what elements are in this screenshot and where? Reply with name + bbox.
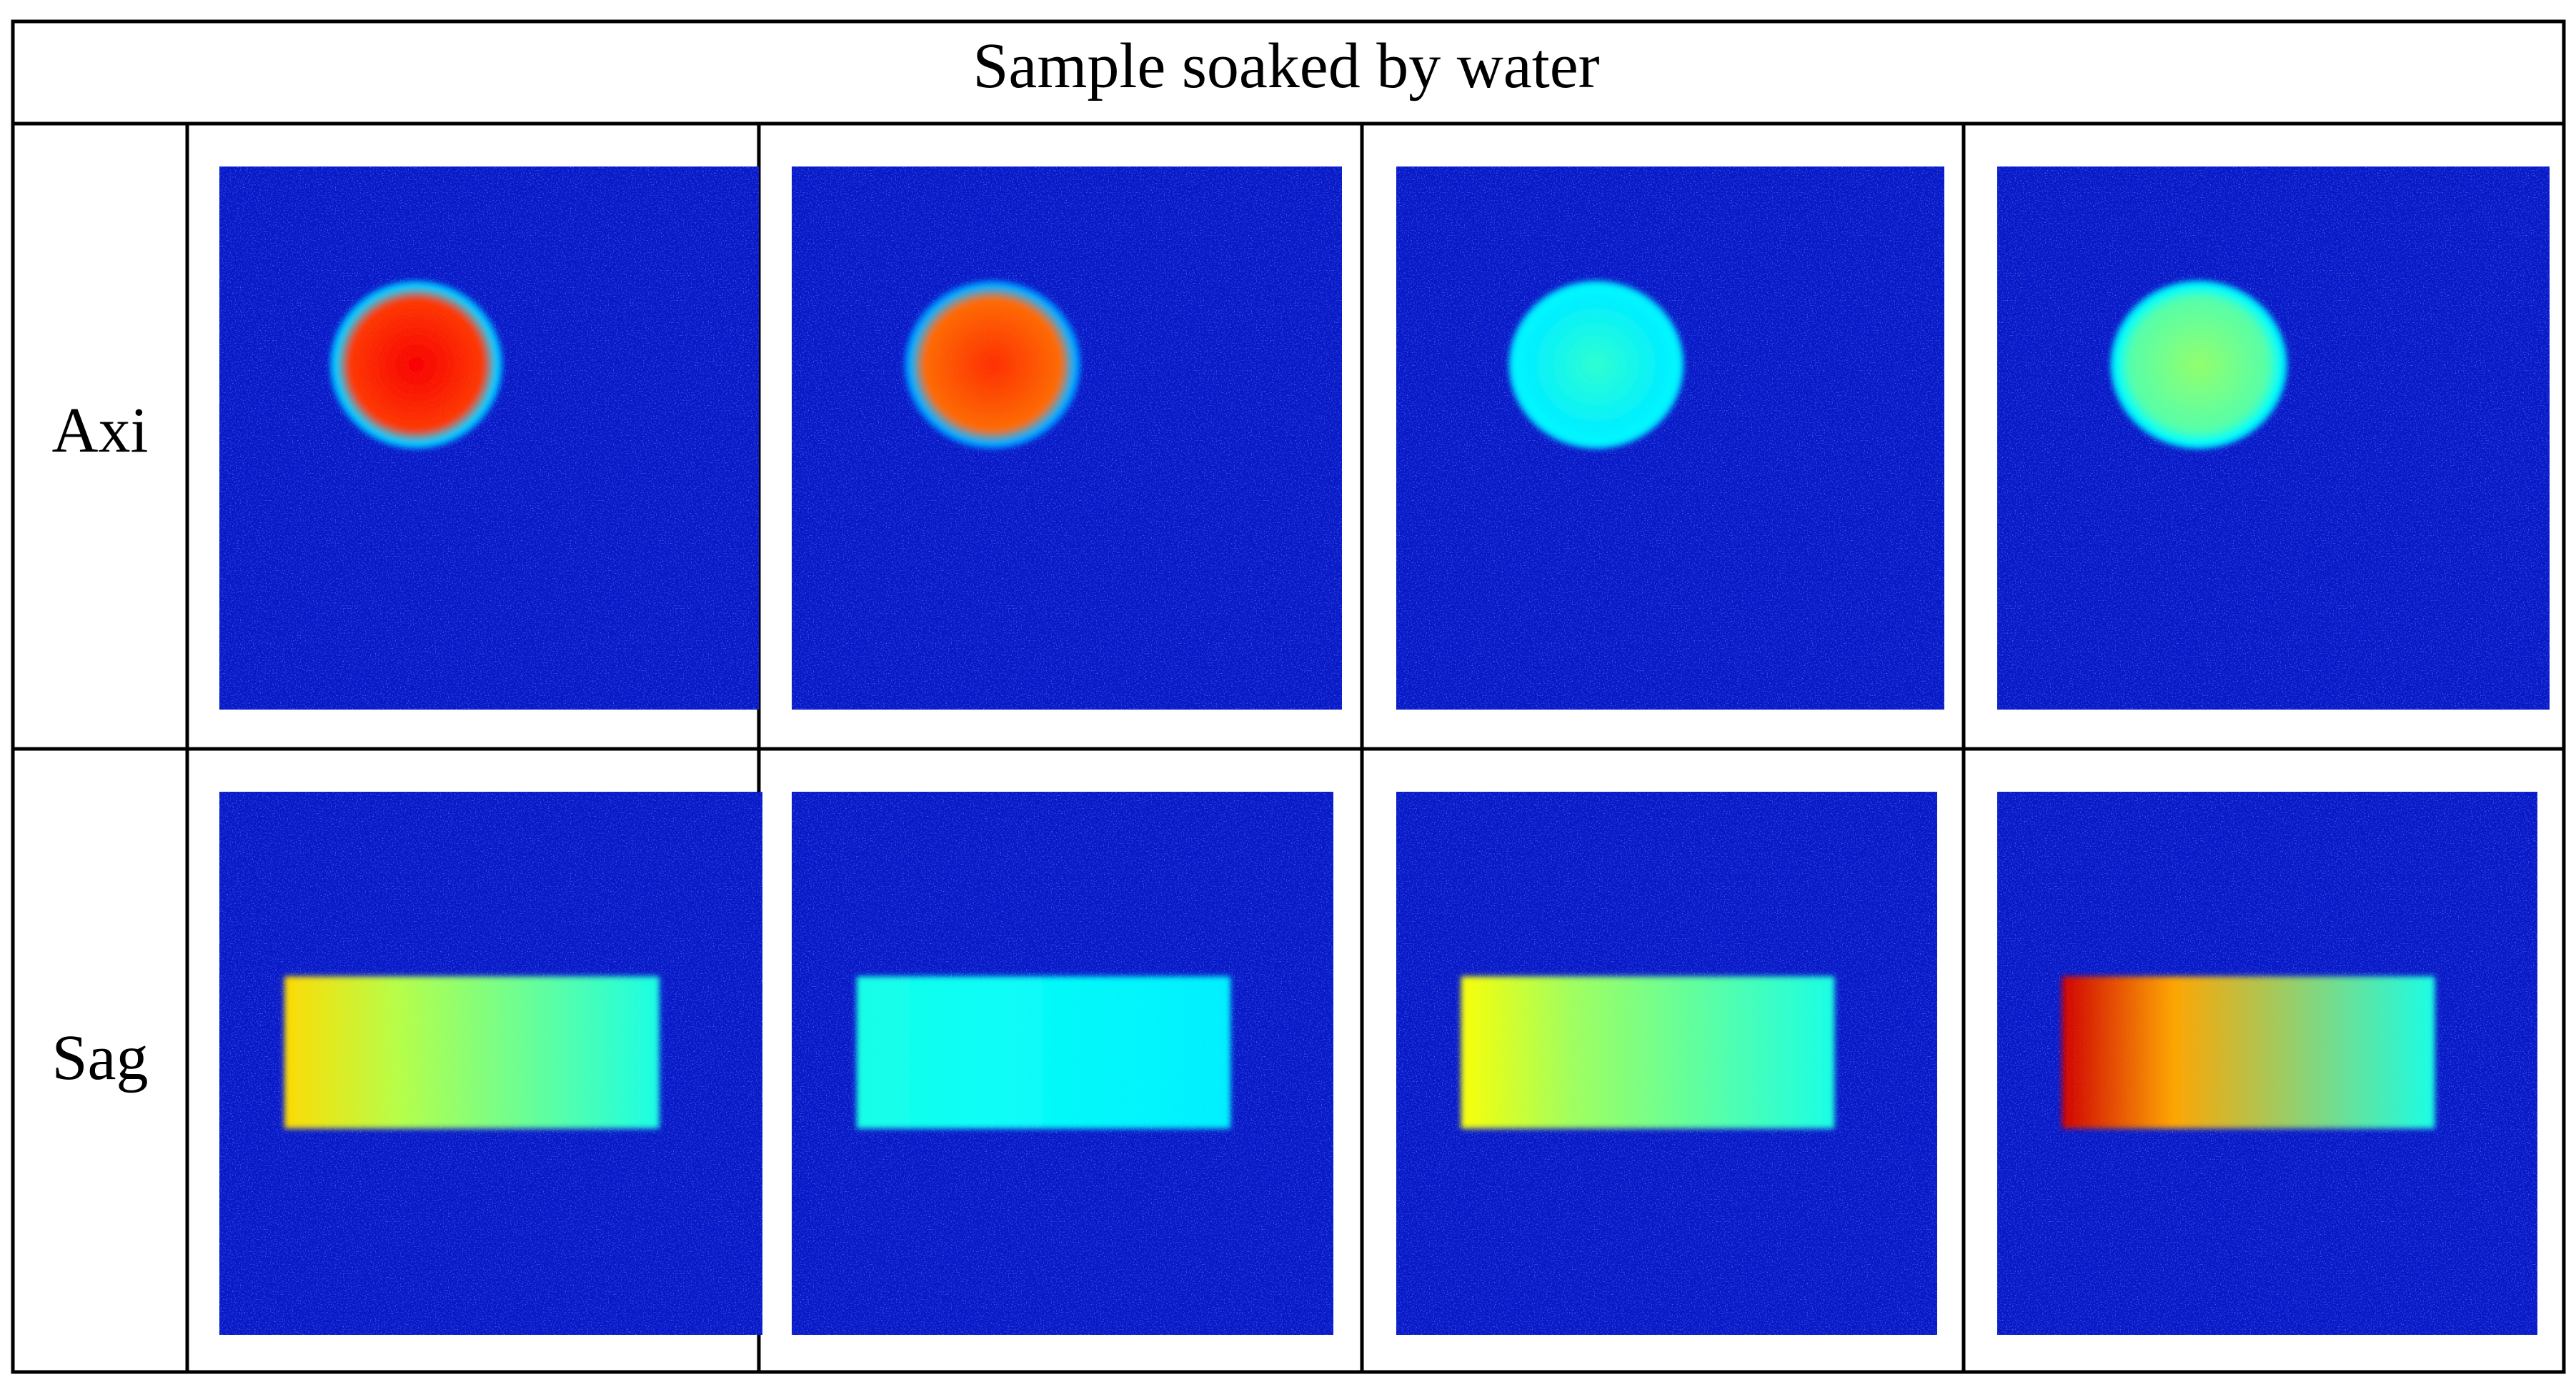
axi-image-1 bbox=[219, 166, 759, 710]
row-label-sag: Sag bbox=[52, 1023, 149, 1093]
sag-image-2 bbox=[792, 792, 1333, 1335]
sag-image-1 bbox=[219, 792, 762, 1335]
axi-image-4 bbox=[1997, 166, 2550, 710]
sag-image-4 bbox=[1997, 792, 2537, 1335]
table-title: Sample soaked by water bbox=[973, 31, 1599, 101]
sag-image-3 bbox=[1396, 792, 1937, 1335]
axi-image-2 bbox=[792, 166, 1342, 710]
row-label-axi: Axi bbox=[52, 395, 149, 466]
axi-image-3 bbox=[1396, 166, 1944, 710]
image-panels bbox=[219, 166, 2550, 1335]
